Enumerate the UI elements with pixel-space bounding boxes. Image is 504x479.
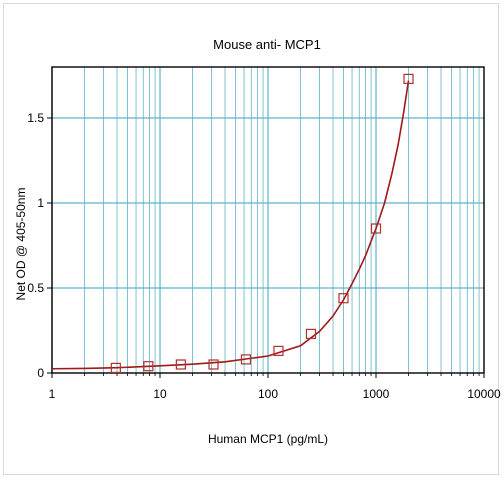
data-point-marker [110, 362, 121, 373]
data-point-marker [175, 359, 186, 370]
chart-title: Mouse anti- MCP1 [213, 37, 321, 52]
grid [51, 67, 484, 373]
x-tick-label: 100 [258, 387, 278, 401]
tick-labels: 1 10 100 1000 10000 0 0.5 1 1.5 [27, 111, 501, 401]
data-point-marker [273, 345, 284, 356]
x-tick-label: 10 [153, 387, 167, 401]
data-point-marker [403, 73, 414, 85]
axes [47, 66, 485, 378]
x-tick-label: 1 [49, 387, 56, 401]
fit-curve [51, 80, 410, 370]
fit-curve-layer [51, 80, 410, 370]
data-point-marker [338, 293, 349, 304]
y-axis-label: Net OD @ 405-50nm [14, 188, 28, 301]
data-point-marker [208, 359, 219, 370]
data-points [110, 73, 414, 373]
data-point-marker [305, 328, 317, 339]
data-point-marker [240, 354, 252, 365]
y-tick-label: 1.5 [27, 111, 44, 125]
y-tick-label: 1 [37, 196, 44, 210]
x-tick-label: 10000 [467, 387, 501, 401]
y-tick-label: 0 [37, 366, 44, 380]
x-axis-label: Human MCP1 (pg/mL) [208, 432, 328, 446]
y-tick-label: 0.5 [27, 281, 44, 295]
data-point-marker [143, 361, 154, 372]
x-tick-label: 1000 [363, 387, 390, 401]
data-point-marker [370, 223, 382, 234]
